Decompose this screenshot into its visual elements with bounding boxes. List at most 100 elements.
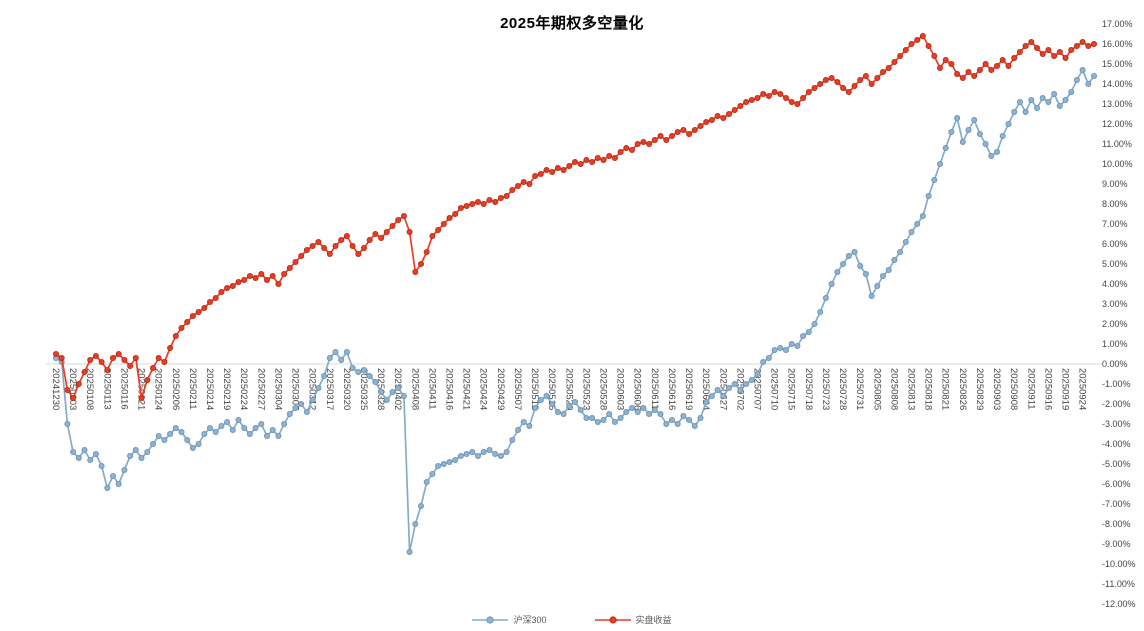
x-tick-label: 20250619 bbox=[683, 368, 694, 410]
series-strategy bbox=[53, 33, 1098, 401]
x-tick-label: 20250616 bbox=[666, 368, 677, 410]
y-tick-label: 11.00% bbox=[1102, 139, 1132, 149]
x-tick-label: 20250224 bbox=[238, 368, 249, 410]
legend-item-csi300: 沪深300 bbox=[472, 613, 547, 626]
chart-legend: 沪深300 实盘收益 bbox=[0, 613, 1144, 626]
x-tick-label: 20250219 bbox=[221, 368, 232, 410]
y-tick-label: -2.00% bbox=[1102, 399, 1131, 409]
x-tick-label: 20250908 bbox=[1008, 368, 1019, 410]
y-tick-label: -1.00% bbox=[1102, 379, 1131, 389]
x-tick-label: 20250826 bbox=[957, 368, 968, 410]
x-tick-label: 20250813 bbox=[905, 368, 916, 410]
x-tick-label: 20250523 bbox=[580, 368, 591, 410]
x-tick-label: 20250710 bbox=[769, 368, 780, 410]
x-tick-label: 20250821 bbox=[940, 368, 951, 410]
x-tick-label: 20250325 bbox=[358, 368, 369, 410]
x-tick-label: 20250211 bbox=[187, 368, 198, 410]
x-tick-label: 20250512 bbox=[529, 368, 540, 410]
x-tick-label: 20250718 bbox=[803, 368, 814, 410]
x-tick-label: 20250424 bbox=[478, 368, 489, 410]
y-tick-label: 8.00% bbox=[1102, 199, 1128, 209]
y-tick-label: 2.00% bbox=[1102, 319, 1128, 329]
axis-layer: 17.00% 16.00% 15.00% 14.00% 13.00% 12.00% 11.0… bbox=[46, 19, 1136, 609]
x-tick-label: 20250808 bbox=[888, 368, 899, 410]
x-tick-label: 20250411 bbox=[426, 368, 437, 410]
y-tick-label: 6.00% bbox=[1102, 239, 1128, 249]
x-tick-label: 20250715 bbox=[786, 368, 797, 410]
x-tick-label: 20250408 bbox=[409, 368, 420, 410]
x-tick-label: 20250919 bbox=[1059, 368, 1070, 410]
y-tick-label: -9.00% bbox=[1102, 539, 1131, 549]
y-tick-label: 4.00% bbox=[1102, 279, 1128, 289]
x-tick-label: 20250728 bbox=[837, 368, 848, 410]
x-tick-label: 20250320 bbox=[341, 368, 352, 410]
y-tick-label: 0.00% bbox=[1102, 359, 1128, 369]
y-tick-label: 1.00% bbox=[1102, 339, 1128, 349]
x-tick-label: 20250818 bbox=[923, 368, 934, 410]
x-tick-label: 20241230 bbox=[50, 368, 61, 410]
series-csi300 bbox=[53, 67, 1098, 556]
y-tick-label: -4.00% bbox=[1102, 439, 1131, 449]
y-tick-label: 12.00% bbox=[1102, 119, 1133, 129]
y-tick-label: -5.00% bbox=[1102, 459, 1131, 469]
x-tick-label: 20250924 bbox=[1077, 368, 1088, 410]
x-tick-label: 20250116 bbox=[118, 368, 129, 410]
y-tick-label: -7.00% bbox=[1102, 499, 1131, 509]
x-tick-label: 20250206 bbox=[170, 368, 181, 410]
y-tick-label: 13.00% bbox=[1102, 99, 1133, 109]
x-tick-label: 20250421 bbox=[461, 368, 472, 410]
x-tick-label: 20250627 bbox=[717, 368, 728, 410]
x-tick-label: 20250124 bbox=[153, 368, 164, 410]
strategy-series-marker-icon bbox=[594, 615, 631, 624]
x-tick-label: 20250108 bbox=[84, 368, 95, 410]
x-tick-label: 20250611 bbox=[649, 368, 660, 410]
legend-label-csi300: 沪深300 bbox=[513, 615, 547, 625]
x-tick-label: 20250214 bbox=[204, 368, 215, 410]
y-tick-label: 17.00% bbox=[1102, 19, 1133, 29]
y-tick-label: -10.00% bbox=[1102, 559, 1136, 569]
x-tick-label: 20250103 bbox=[67, 368, 78, 410]
x-tick-label: 20250603 bbox=[615, 368, 626, 410]
y-tick-label: 5.00% bbox=[1102, 259, 1128, 269]
legend-item-strategy: 实盘收益 bbox=[594, 613, 672, 626]
x-tick-label: 20250312 bbox=[307, 368, 318, 410]
x-tick-label: 20250624 bbox=[700, 368, 711, 410]
y-tick-label: -6.00% bbox=[1102, 479, 1131, 489]
x-tick-label: 20250911 bbox=[1025, 368, 1036, 410]
y-tick-label: -3.00% bbox=[1102, 419, 1131, 429]
x-tick-label: 20250707 bbox=[752, 368, 763, 410]
y-tick-label: -12.00% bbox=[1102, 599, 1136, 609]
y-tick-label: -11.00% bbox=[1102, 579, 1135, 589]
x-tick-label: 20250520 bbox=[563, 368, 574, 410]
y-tick-label: 14.00% bbox=[1102, 79, 1133, 89]
x-tick-label: 20250307 bbox=[290, 368, 301, 410]
x-tick-label: 20250916 bbox=[1042, 368, 1053, 410]
y-tick-label: 16.00% bbox=[1102, 39, 1133, 49]
x-tick-label: 20250723 bbox=[820, 368, 831, 410]
chart-title: 2025年期权多空量化 bbox=[500, 15, 644, 32]
x-tick-label: 20250515 bbox=[546, 368, 557, 410]
x-tick-label: 20250731 bbox=[854, 368, 865, 410]
x-tick-label: 20250304 bbox=[272, 368, 283, 410]
x-tick-label: 20250528 bbox=[598, 368, 609, 410]
x-tick-label: 20250227 bbox=[255, 368, 266, 410]
y-tick-label: 3.00% bbox=[1102, 299, 1128, 309]
x-tick-label: 20250113 bbox=[101, 368, 112, 410]
x-tick-label: 20250507 bbox=[512, 368, 523, 410]
x-tick-label: 20250606 bbox=[632, 368, 643, 410]
y-tick-label: 15.00% bbox=[1102, 59, 1133, 69]
x-tick-label: 20250416 bbox=[444, 368, 455, 410]
y-tick-label: -8.00% bbox=[1102, 519, 1131, 529]
y-tick-label: 10.00% bbox=[1102, 159, 1133, 169]
x-tick-label: 20250429 bbox=[495, 368, 506, 410]
y-tick-label: 7.00% bbox=[1102, 219, 1128, 229]
y-tick-label: 9.00% bbox=[1102, 179, 1128, 189]
legend-label-strategy: 实盘收益 bbox=[635, 615, 672, 625]
x-tick-label: 20250829 bbox=[974, 368, 985, 410]
csi300-series-marker-icon bbox=[472, 615, 509, 624]
x-tick-label: 20250317 bbox=[324, 368, 335, 410]
x-tick-label: 20250903 bbox=[991, 368, 1002, 410]
x-tick-label: 20250805 bbox=[871, 368, 882, 410]
